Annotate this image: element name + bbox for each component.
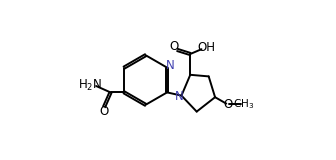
Text: H$_2$N: H$_2$N	[78, 78, 102, 93]
Text: O: O	[170, 40, 179, 53]
Text: O: O	[223, 98, 233, 111]
Text: N: N	[166, 59, 174, 72]
Text: O: O	[99, 105, 109, 118]
Text: CH$_3$: CH$_3$	[233, 97, 254, 111]
Text: OH: OH	[197, 41, 215, 54]
Text: N: N	[175, 90, 184, 103]
